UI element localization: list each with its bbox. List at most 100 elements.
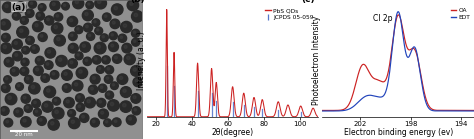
Circle shape <box>73 0 84 9</box>
Circle shape <box>100 34 108 42</box>
Circle shape <box>26 36 34 45</box>
Circle shape <box>71 46 73 49</box>
Circle shape <box>126 115 136 125</box>
Circle shape <box>18 4 21 7</box>
Circle shape <box>97 98 106 107</box>
Circle shape <box>2 108 5 111</box>
Circle shape <box>123 89 126 92</box>
Circle shape <box>82 115 84 118</box>
Circle shape <box>120 36 123 39</box>
Circle shape <box>52 107 64 119</box>
Circle shape <box>15 54 18 56</box>
Circle shape <box>30 2 33 4</box>
Circle shape <box>99 84 107 92</box>
Circle shape <box>99 109 109 119</box>
Circle shape <box>84 97 95 108</box>
Circle shape <box>44 86 55 98</box>
Circle shape <box>110 102 114 106</box>
Circle shape <box>75 94 84 102</box>
Circle shape <box>55 110 58 114</box>
Circle shape <box>45 16 54 25</box>
Circle shape <box>62 70 73 80</box>
Circle shape <box>32 99 40 108</box>
Circle shape <box>63 84 71 92</box>
X-axis label: Electron binding energy (ev): Electron binding energy (ev) <box>344 128 453 137</box>
Circle shape <box>130 2 133 5</box>
Circle shape <box>133 31 136 33</box>
Circle shape <box>10 67 19 76</box>
Circle shape <box>50 71 59 79</box>
Circle shape <box>40 35 43 37</box>
Text: (c): (c) <box>301 0 315 4</box>
Circle shape <box>71 34 73 37</box>
Circle shape <box>68 43 78 53</box>
Circle shape <box>28 0 36 8</box>
Circle shape <box>75 52 83 60</box>
Circle shape <box>47 50 51 53</box>
Circle shape <box>135 79 138 82</box>
Circle shape <box>2 22 5 25</box>
Circle shape <box>14 14 17 16</box>
Circle shape <box>28 83 40 94</box>
Circle shape <box>127 56 130 59</box>
Circle shape <box>98 67 100 70</box>
Circle shape <box>123 104 126 107</box>
Circle shape <box>36 68 38 71</box>
Circle shape <box>114 6 118 10</box>
Circle shape <box>92 19 100 26</box>
Circle shape <box>92 56 101 64</box>
Circle shape <box>122 43 132 53</box>
Circle shape <box>64 72 67 75</box>
Circle shape <box>111 34 113 36</box>
Circle shape <box>69 118 80 129</box>
Circle shape <box>54 13 63 21</box>
Circle shape <box>124 54 135 65</box>
Circle shape <box>134 40 136 42</box>
X-axis label: 2θ(degree): 2θ(degree) <box>211 128 253 137</box>
Circle shape <box>112 118 121 126</box>
Circle shape <box>104 119 111 126</box>
Circle shape <box>39 119 42 121</box>
Circle shape <box>0 106 9 115</box>
Text: 20 nm: 20 nm <box>15 132 33 137</box>
Circle shape <box>5 4 8 8</box>
Circle shape <box>31 85 35 89</box>
Circle shape <box>68 59 77 68</box>
Y-axis label: Intensity (a. u.): Intensity (a. u.) <box>137 31 146 90</box>
Circle shape <box>20 17 28 24</box>
Circle shape <box>34 108 41 116</box>
Circle shape <box>1 84 10 93</box>
Circle shape <box>123 24 127 27</box>
Circle shape <box>102 56 110 64</box>
Circle shape <box>17 26 28 38</box>
Circle shape <box>82 10 93 21</box>
Circle shape <box>36 56 44 65</box>
Circle shape <box>44 61 53 69</box>
Circle shape <box>85 25 88 28</box>
Circle shape <box>26 106 28 109</box>
Circle shape <box>102 13 111 21</box>
Circle shape <box>134 13 137 17</box>
Circle shape <box>107 68 109 70</box>
Circle shape <box>46 89 50 92</box>
Circle shape <box>111 4 123 15</box>
Circle shape <box>26 9 34 18</box>
Circle shape <box>64 97 74 108</box>
Circle shape <box>13 51 22 61</box>
Circle shape <box>21 94 30 103</box>
Circle shape <box>83 57 91 65</box>
Circle shape <box>77 54 79 56</box>
Circle shape <box>76 67 88 79</box>
Circle shape <box>45 104 48 107</box>
Circle shape <box>55 99 57 101</box>
Circle shape <box>80 42 91 52</box>
Circle shape <box>22 18 25 21</box>
Circle shape <box>38 4 46 11</box>
Circle shape <box>21 117 31 127</box>
Circle shape <box>48 119 59 130</box>
Circle shape <box>112 84 115 86</box>
Circle shape <box>110 82 118 90</box>
Text: (b): (b) <box>130 0 145 4</box>
Circle shape <box>34 66 43 75</box>
Circle shape <box>94 21 96 23</box>
